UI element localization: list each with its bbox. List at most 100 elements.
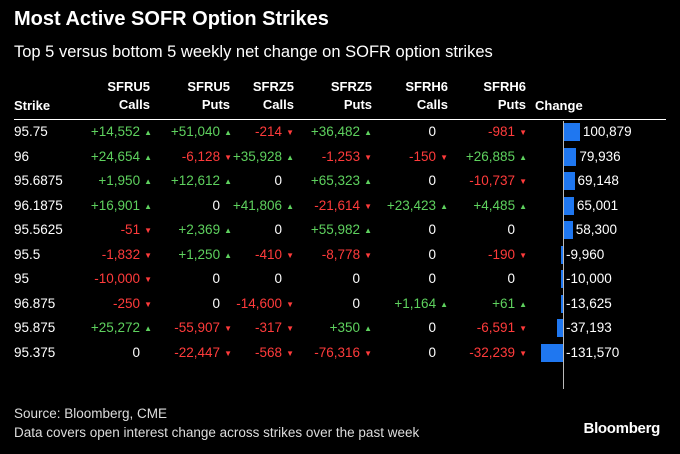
cell-value: -1,253 bbox=[321, 148, 361, 164]
table-row: 95.5 -1,832 ▼ +1,250 ▲ -410 ▼ -8,778 ▼ 0 -190 ▼ -9,9… bbox=[0, 243, 680, 267]
cell-value: +36,482 bbox=[310, 124, 361, 139]
cell-sfrh6-puts: -190 ▼ bbox=[448, 243, 527, 267]
cell-value: -14,600 bbox=[236, 295, 283, 311]
cell-sfrz5-puts: +55,982 ▲ bbox=[294, 218, 372, 242]
header-sfrh6-calls-contract: SFRH6 bbox=[405, 79, 448, 94]
down-triangle-icon: ▼ bbox=[519, 177, 527, 186]
cell-value: +1,950 bbox=[98, 173, 141, 188]
down-triangle-icon: ▼ bbox=[144, 299, 152, 309]
cell-value: +24,654 bbox=[90, 148, 141, 164]
change-bar bbox=[541, 343, 563, 362]
cell-value: 0 bbox=[507, 271, 515, 286]
cell-value: +25,272 bbox=[90, 320, 141, 335]
strike-cell: 95.875 bbox=[14, 320, 56, 335]
cell-sfrh6-calls: 0 bbox=[372, 218, 448, 242]
cell-value: -317 bbox=[255, 320, 283, 335]
up-triangle-icon: ▲ bbox=[440, 201, 448, 211]
cell-sfrh6-calls: 0 bbox=[372, 243, 448, 267]
cell-value: -55,907 bbox=[174, 320, 221, 335]
change-value: -131,570 bbox=[566, 344, 620, 360]
cell-sfru5-puts: +51,040 ▲ bbox=[152, 120, 232, 144]
up-triangle-icon: ▲ bbox=[364, 177, 372, 186]
cell-value: -8,778 bbox=[321, 246, 361, 262]
cell-value: -190 bbox=[488, 246, 516, 262]
cell-sfru5-puts: -55,907 ▼ bbox=[152, 316, 232, 340]
change-bar bbox=[563, 123, 580, 141]
up-triangle-icon: ▲ bbox=[364, 128, 372, 137]
cell-value: -214 bbox=[255, 124, 283, 139]
cell-value: -10,737 bbox=[469, 173, 516, 188]
cell-value: +23,423 bbox=[386, 197, 437, 213]
cell-value: +12,612 bbox=[170, 173, 221, 188]
table-row: 96 +24,654 ▲ -6,128 ▼ +35,928 ▲ -1,253 ▼ -150 ▼ +26… bbox=[0, 145, 680, 169]
down-triangle-icon: ▼ bbox=[364, 201, 372, 211]
cell-sfrz5-calls: +41,806 ▲ bbox=[230, 194, 294, 218]
header-sfrz5-puts: SFRZ5 Puts bbox=[294, 78, 372, 114]
cell-value: 0 bbox=[212, 197, 220, 213]
change-bar bbox=[556, 319, 563, 337]
cell-sfru5-calls: +24,654 ▲ bbox=[72, 145, 152, 169]
cell-sfrz5-puts: -21,614 ▼ bbox=[294, 194, 372, 218]
cell-value: 0 bbox=[428, 246, 436, 262]
up-triangle-icon: ▲ bbox=[224, 250, 232, 260]
up-triangle-icon: ▲ bbox=[364, 324, 372, 333]
cell-value: +51,040 bbox=[170, 124, 221, 139]
cell-value: +350 bbox=[329, 320, 361, 335]
strike-cell: 96.1875 bbox=[14, 197, 63, 213]
down-triangle-icon: ▼ bbox=[224, 324, 232, 333]
cell-sfrz5-puts: -76,316 ▼ bbox=[294, 341, 372, 365]
cell-value: 0 bbox=[212, 295, 220, 311]
cell-sfrz5-calls: 0 bbox=[230, 267, 294, 291]
strike-cell: 95.375 bbox=[14, 344, 56, 360]
cell-value: +1,250 bbox=[178, 246, 221, 262]
cell-sfru5-calls: -250 ▼ bbox=[72, 292, 152, 316]
down-triangle-icon: ▼ bbox=[144, 226, 152, 235]
change-bar bbox=[561, 270, 563, 288]
cell-sfru5-calls: +25,272 ▲ bbox=[72, 316, 152, 340]
header-sfrh6-puts-contract: SFRH6 bbox=[483, 79, 526, 94]
cell-sfrz5-calls: -14,600 ▼ bbox=[230, 292, 294, 316]
cell-value: -51 bbox=[120, 222, 141, 237]
table-row: 95 -10,000 ▼ 0 0 0 0 0 -10,000 bbox=[0, 267, 680, 291]
cell-sfrh6-calls: 0 bbox=[372, 267, 448, 291]
table-row: 96.875 -250 ▼ 0 -14,600 ▼ 0 +1,164 ▲ +61 ▲ -13,625 bbox=[0, 292, 680, 316]
cell-sfru5-calls: 0 bbox=[72, 341, 152, 365]
down-triangle-icon: ▼ bbox=[519, 128, 527, 137]
cell-sfrh6-puts: -32,239 ▼ bbox=[448, 341, 527, 365]
change-zero-axis bbox=[563, 121, 564, 389]
down-triangle-icon: ▼ bbox=[364, 152, 372, 162]
change-value: 58,300 bbox=[575, 222, 618, 237]
cell-sfrz5-calls: 0 bbox=[230, 218, 294, 242]
change-value: -37,193 bbox=[566, 320, 612, 335]
cell-sfrz5-puts: +65,323 ▲ bbox=[294, 169, 372, 193]
down-triangle-icon: ▼ bbox=[286, 324, 294, 333]
down-triangle-icon: ▼ bbox=[519, 324, 527, 333]
cell-value: 0 bbox=[428, 271, 436, 286]
table-row: 95.75 +14,552 ▲ +51,040 ▲ -214 ▼ +36,482 ▲ 0 -981 ▼… bbox=[0, 120, 680, 144]
change-value: -10,000 bbox=[566, 271, 612, 286]
table-row: 95.375 0 -22,447 ▼ -568 ▼ -76,316 ▼ 0 -32,239 ▼ -13… bbox=[0, 341, 680, 365]
cell-sfrz5-puts: -1,253 ▼ bbox=[294, 145, 372, 169]
cell-value: -150 bbox=[409, 148, 437, 164]
strike-cell: 95.75 bbox=[14, 124, 48, 139]
header-sfrz5-puts-type: Puts bbox=[343, 97, 372, 112]
header-sfrh6-puts-type: Puts bbox=[497, 97, 526, 112]
cell-value: +55,982 bbox=[310, 222, 361, 237]
table-row: 95.5625 -51 ▼ +2,369 ▲ 0 +55,982 ▲ 0 0 58,300 bbox=[0, 218, 680, 242]
up-triangle-icon: ▲ bbox=[440, 299, 448, 309]
cell-sfru5-puts: 0 bbox=[152, 267, 232, 291]
up-triangle-icon: ▲ bbox=[144, 324, 152, 333]
cell-sfrz5-puts: +36,482 ▲ bbox=[294, 120, 372, 144]
cell-sfru5-calls: +14,552 ▲ bbox=[72, 120, 152, 144]
change-value: 79,936 bbox=[579, 148, 621, 164]
table-row: 95.6875 +1,950 ▲ +12,612 ▲ 0 +65,323 ▲ 0 -10,737 ▼… bbox=[0, 169, 680, 193]
cell-value: -568 bbox=[255, 344, 283, 360]
cell-value: 0 bbox=[274, 271, 282, 286]
cell-value: -250 bbox=[113, 295, 141, 311]
cell-value: 0 bbox=[428, 173, 436, 188]
cell-sfru5-puts: +12,612 ▲ bbox=[152, 169, 232, 193]
up-triangle-icon: ▲ bbox=[519, 299, 527, 309]
cell-sfrh6-calls: 0 bbox=[372, 341, 448, 365]
down-triangle-icon: ▼ bbox=[519, 250, 527, 260]
cell-sfru5-puts: -6,128 ▼ bbox=[152, 145, 232, 169]
